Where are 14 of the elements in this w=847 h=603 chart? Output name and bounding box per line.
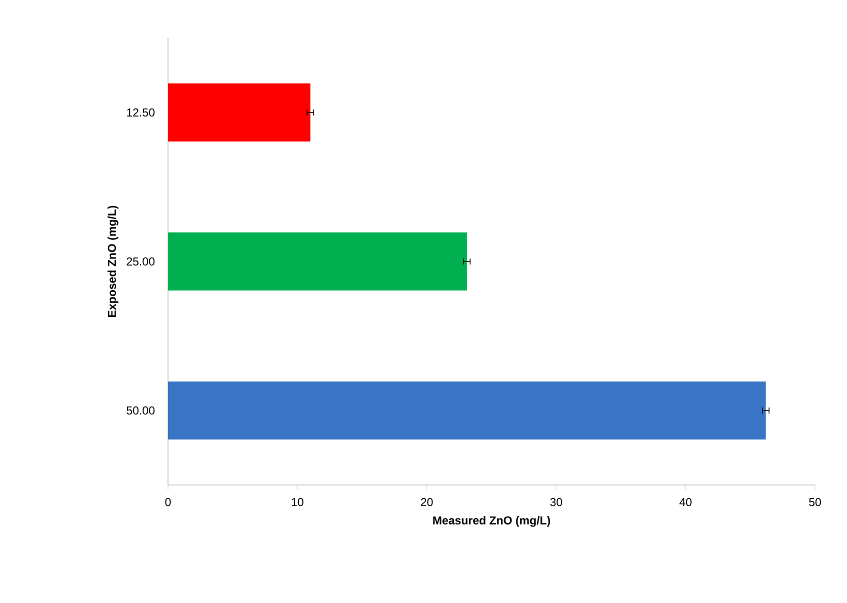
x-tick-label: 50: [809, 498, 821, 506]
y-tick-label: 50.00: [126, 406, 155, 415]
bar: [168, 83, 310, 142]
bar: [168, 232, 467, 291]
x-tick-label: 20: [420, 498, 433, 506]
x-tick-label: 40: [679, 498, 692, 506]
bar: [168, 381, 766, 440]
x-tick-label: 30: [550, 498, 562, 506]
x-tick-label: 10: [292, 498, 304, 506]
x-axis-title: Measured ZnO (mg/L): [433, 516, 550, 527]
y-axis-title: Exposed ZnO (mg/L): [108, 206, 118, 317]
y-tick-label: 12.50: [127, 108, 155, 117]
y-tick-label: 25.00: [126, 257, 155, 266]
x-tick-label: 0: [165, 498, 171, 506]
